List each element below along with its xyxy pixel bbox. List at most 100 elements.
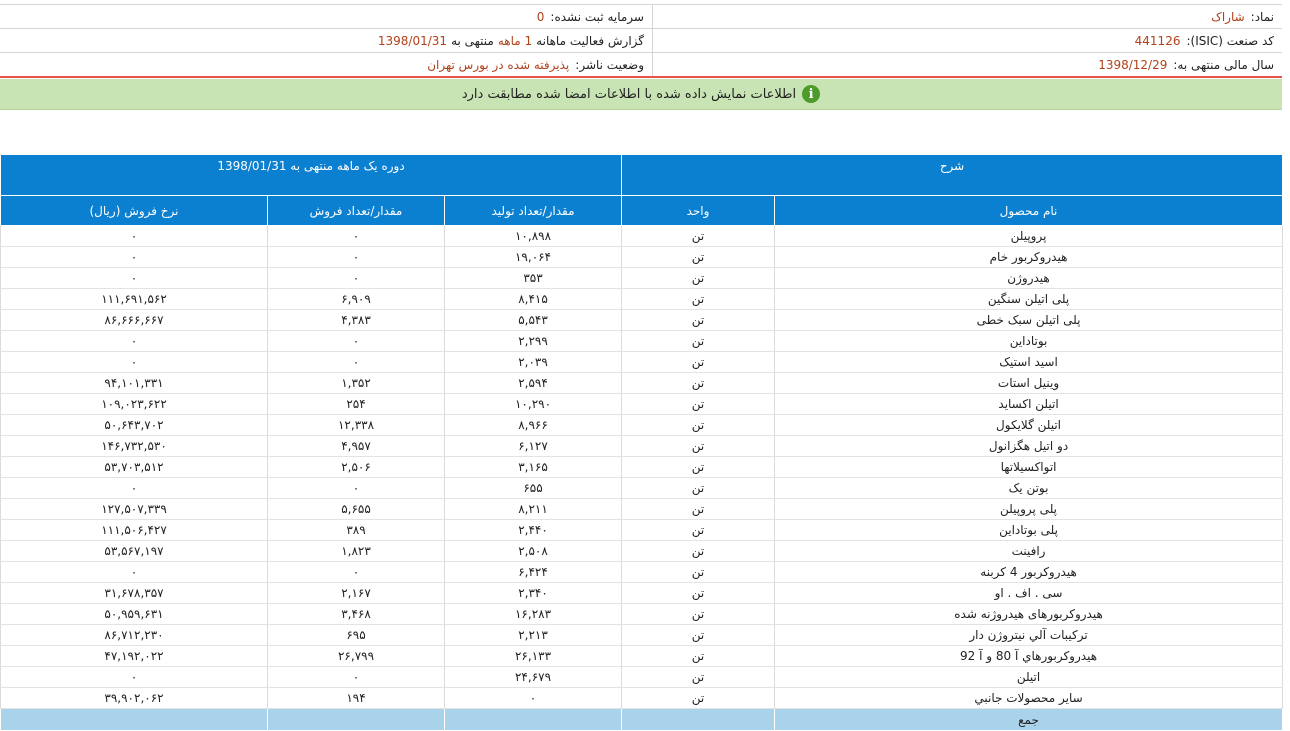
table-row: هیدروژن تن ۳۵۳ ۰ ۰ — [0, 267, 1284, 289]
table-row: هیدروکربور خام تن ۱۹,۰۶۴ ۰ ۰ — [0, 246, 1284, 268]
symbol-cell: نماد: شاراک — [652, 5, 1282, 28]
product-name-cell: سی . اف . او — [774, 582, 1284, 604]
product-name-cell: اتیلن اکساید — [774, 393, 1284, 415]
unit-cell: تن — [621, 624, 776, 646]
price-cell: ۸۶,۷۱۲,۲۳۰ — [0, 624, 269, 646]
sales-cell: ۱,۳۵۲ — [267, 372, 446, 394]
product-name-cell: هیدروکربورهاي آ 80 و آ 92 — [774, 645, 1284, 667]
production-table: شرح دوره یک ماهه منتهی به 1398/01/31 نام… — [0, 154, 1284, 731]
unit-cell: تن — [621, 603, 776, 625]
header-period: دوره یک ماهه منتهی به 1398/01/31 — [0, 154, 623, 196]
sales-cell: ۰ — [267, 477, 446, 499]
production-cell: ۳,۱۶۵ — [444, 456, 623, 478]
col-unit: واحد — [621, 195, 776, 226]
isic-cell: کد صنعت (ISIC): 441126 — [652, 29, 1282, 52]
fiscal-value: 1398/12/29 — [1098, 57, 1168, 72]
fiscal-label: سال مالی منتهی به: — [1173, 57, 1274, 72]
sales-cell: ۱۹۴ — [267, 687, 446, 709]
price-cell: ۰ — [0, 666, 269, 688]
sales-cell: ۴,۹۵۷ — [267, 435, 446, 457]
product-name-cell: هیدروکربورهای هیدروژنه شده — [774, 603, 1284, 625]
symbol-value[interactable]: شاراک — [1211, 9, 1245, 24]
table-row: هیدروکربورهای هیدروژنه شده تن ۱۶,۲۸۳ ۳,۴۶۸ ۵… — [0, 603, 1284, 625]
table-row: سی . اف . او تن ۲,۳۴۰ ۲,۱۶۷ ۳۱,۶۷۸,۳۵۷ — [0, 582, 1284, 604]
product-name-cell: رافینت — [774, 540, 1284, 562]
production-cell: ۲۴,۶۷۹ — [444, 666, 623, 688]
total-cell — [0, 708, 269, 731]
production-cell: ۲,۵۹۴ — [444, 372, 623, 394]
total-cell — [621, 708, 776, 731]
notice-text: اطلاعات نمایش داده شده با اطلاعات امضا ش… — [461, 86, 797, 102]
capital-label: سرمایه ثبت نشده: — [550, 9, 644, 24]
sales-cell: ۵,۶۵۵ — [267, 498, 446, 520]
production-cell: ۲۶,۱۳۳ — [444, 645, 623, 667]
col-price: نرخ فروش (ریال) — [0, 195, 269, 226]
price-cell: ۵۳,۷۰۳,۵۱۲ — [0, 456, 269, 478]
price-cell: ۱۴۶,۷۳۲,۵۳۰ — [0, 435, 269, 457]
production-cell: ۱۰,۸۹۸ — [444, 225, 623, 247]
sales-cell: ۴,۳۸۳ — [267, 309, 446, 331]
price-cell: ۰ — [0, 246, 269, 268]
divider-line — [0, 76, 1282, 78]
unit-cell: تن — [621, 372, 776, 394]
production-cell: ۸,۹۶۶ — [444, 414, 623, 436]
table-row: بوتاداین تن ۲,۲۹۹ ۰ ۰ — [0, 330, 1284, 352]
production-cell: ۲,۳۴۰ — [444, 582, 623, 604]
table-row: دو اتیل هگزانول تن ۶,۱۲۷ ۴,۹۵۷ ۱۴۶,۷۳۲,۵۳۰ — [0, 435, 1284, 457]
isic-label: کد صنعت (ISIC): — [1186, 33, 1274, 48]
header-info: نماد: شاراک سرمایه ثبت نشده: 0 کد صنعت (… — [0, 4, 1282, 77]
col-production: مقدار/تعداد تولید — [444, 195, 623, 226]
production-cell: ۵,۵۴۳ — [444, 309, 623, 331]
product-name-cell: دو اتیل هگزانول — [774, 435, 1284, 457]
unit-cell: تن — [621, 498, 776, 520]
sales-cell: ۳۸۹ — [267, 519, 446, 541]
sales-cell: ۲۶,۷۹۹ — [267, 645, 446, 667]
report-label: گزارش فعالیت ماهانه — [536, 33, 644, 48]
unit-cell: تن — [621, 477, 776, 499]
info-row-3: سال مالی منتهی به: 1398/12/29 وضعیت ناشر… — [0, 53, 1282, 77]
table-row: اسید استیک تن ۲,۰۳۹ ۰ ۰ — [0, 351, 1284, 373]
total-cell — [267, 708, 446, 731]
table-row: پلی پروپیلن تن ۸,۲۱۱ ۵,۶۵۵ ۱۲۷,۵۰۷,۳۳۹ — [0, 498, 1284, 520]
unit-cell: تن — [621, 540, 776, 562]
info-row-2: کد صنعت (ISIC): 441126 گزارش فعالیت ماها… — [0, 29, 1282, 53]
product-name-cell: اتیلن گلایکول — [774, 414, 1284, 436]
unit-cell: تن — [621, 666, 776, 688]
production-cell: ۲,۲۱۳ — [444, 624, 623, 646]
price-cell: ۱۱۱,۵۰۶,۴۲۷ — [0, 519, 269, 541]
product-name-cell: هیدروژن — [774, 267, 1284, 289]
publisher-value: پذیرفته شده در بورس تهران — [427, 57, 570, 72]
unit-cell: تن — [621, 519, 776, 541]
table-row: پلی اتیلن سنگین تن ۸,۴۱۵ ۶,۹۰۹ ۱۱۱,۶۹۱,۵۶۲ — [0, 288, 1284, 310]
production-cell: ۲,۴۴۰ — [444, 519, 623, 541]
table-row: پلی بوتاداین تن ۲,۴۴۰ ۳۸۹ ۱۱۱,۵۰۶,۴۲۷ — [0, 519, 1284, 541]
price-cell: ۰ — [0, 477, 269, 499]
table-body: پروپیلن تن ۱۰,۸۹۸ ۰ ۰ هیدروکربور خام تن ۱۹,۰۶۴ ۰… — [0, 225, 1284, 709]
sales-cell: ۱,۸۲۳ — [267, 540, 446, 562]
publisher-label: وضعیت ناشر: — [575, 57, 644, 72]
capital-cell: سرمایه ثبت نشده: 0 — [0, 5, 652, 28]
fiscal-cell: سال مالی منتهی به: 1398/12/29 — [652, 53, 1282, 76]
info-row-1: نماد: شاراک سرمایه ثبت نشده: 0 — [0, 5, 1282, 29]
table-row: هیدروکربورهاي آ 80 و آ 92 تن ۲۶,۱۳۳ ۲۶,۷۹۹ ۴… — [0, 645, 1284, 667]
unit-cell: تن — [621, 351, 776, 373]
unit-cell: تن — [621, 414, 776, 436]
table-row: پلی اتیلن سبک خطی تن ۵,۵۴۳ ۴,۳۸۳ ۸۶,۶۶۶,۶۶۷ — [0, 309, 1284, 331]
price-cell: ۰ — [0, 330, 269, 352]
report-mid: منتهی به — [451, 33, 494, 48]
product-name-cell: هیدروکربور 4 کربنه — [774, 561, 1284, 583]
sales-cell: ۰ — [267, 561, 446, 583]
sales-cell: ۰ — [267, 330, 446, 352]
sales-cell: ۳,۴۶۸ — [267, 603, 446, 625]
production-cell: ۲,۲۹۹ — [444, 330, 623, 352]
unit-cell: تن — [621, 288, 776, 310]
isic-value: 441126 — [1134, 33, 1181, 48]
price-cell: ۵۳,۵۶۷,۱۹۷ — [0, 540, 269, 562]
table-row: پروپیلن تن ۱۰,۸۹۸ ۰ ۰ — [0, 225, 1284, 247]
total-label: جمع — [774, 708, 1284, 731]
price-cell: ۱۲۷,۵۰۷,۳۳۹ — [0, 498, 269, 520]
production-cell: ۶۵۵ — [444, 477, 623, 499]
product-name-cell: هیدروکربور خام — [774, 246, 1284, 268]
sales-cell: ۱۲,۳۳۸ — [267, 414, 446, 436]
publisher-cell: وضعیت ناشر: پذیرفته شده در بورس تهران — [0, 53, 652, 76]
